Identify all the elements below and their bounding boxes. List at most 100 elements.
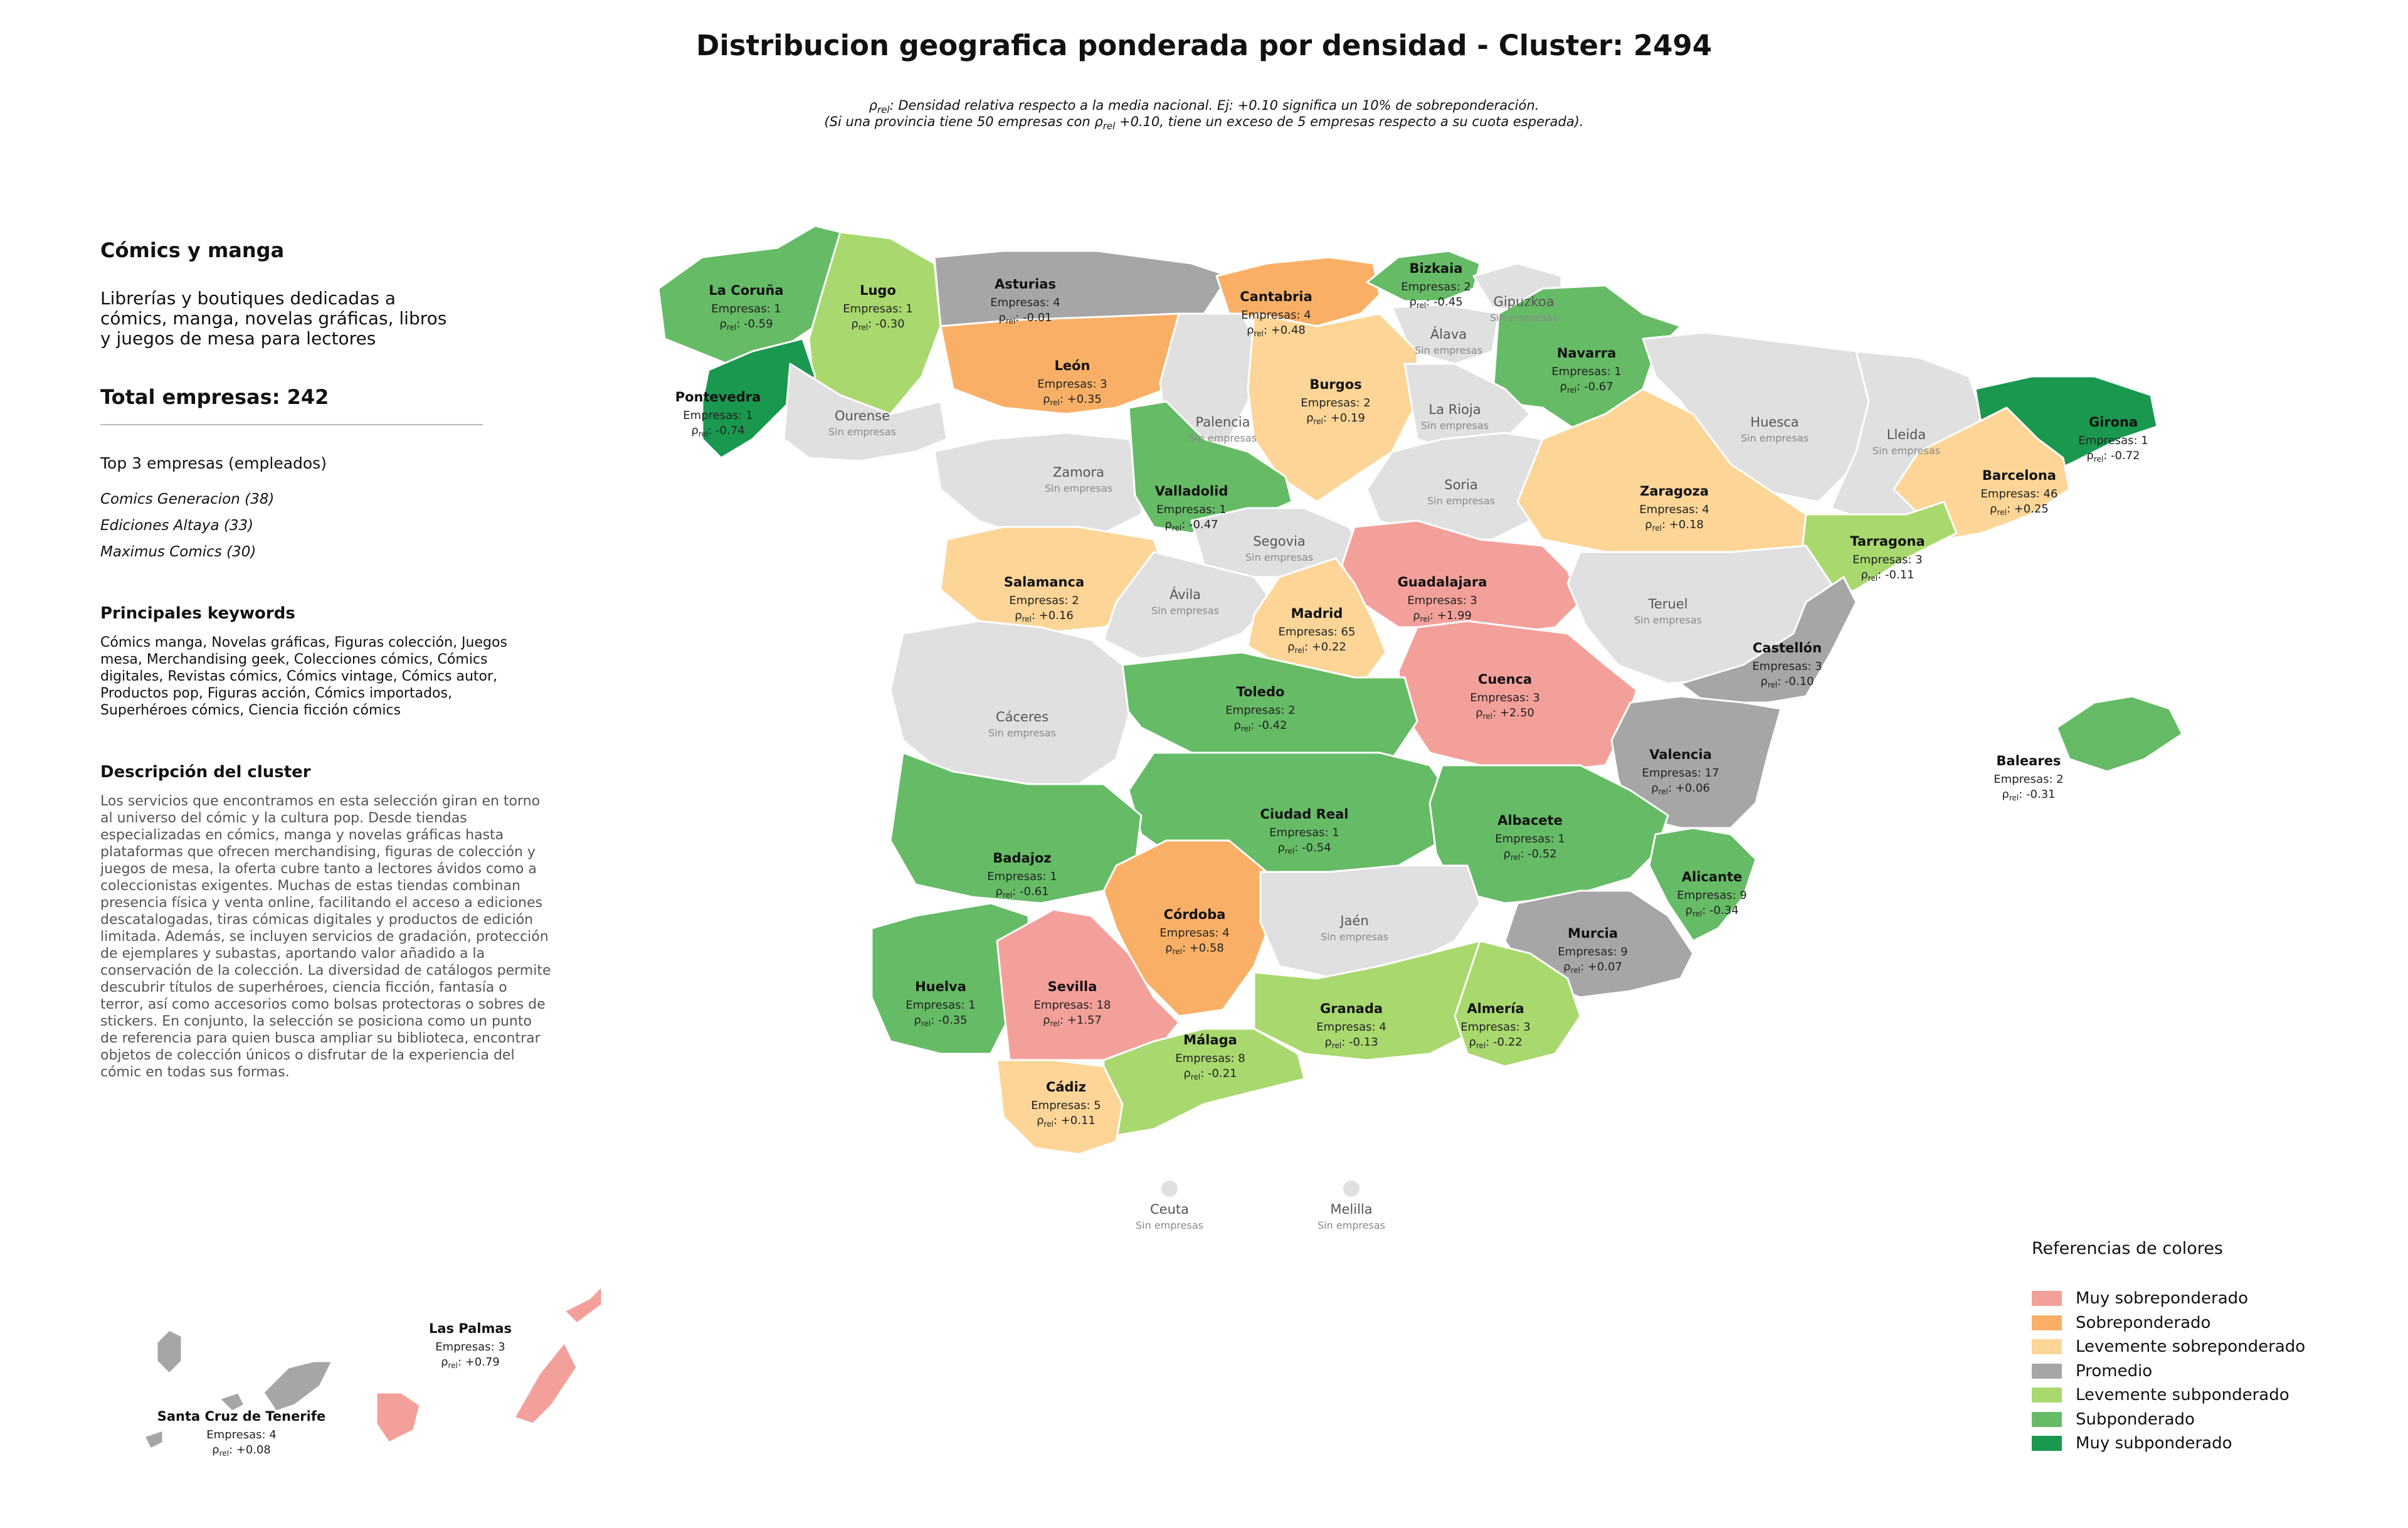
top-company-item: Ediciones Altaya (33) — [100, 517, 254, 534]
province-no-data-ourense: Sin empresas — [828, 426, 896, 438]
province-companies-alicante: Empresas: 9 — [1677, 889, 1746, 902]
province-shape-santa-cruz-de-tenerife — [143, 1429, 164, 1450]
province-rho-las-palmas: ρrel: +0.79 — [441, 1356, 500, 1370]
legend-label: Muy subponderado — [2076, 1434, 2232, 1453]
province-name-zaragoza: Zaragoza — [1640, 484, 1709, 499]
province-name-cantabria: Cantabria — [1240, 289, 1312, 304]
legend-title: Referencias de colores — [2032, 1239, 2223, 1258]
province-companies-sevilla: Empresas: 18 — [1034, 999, 1111, 1012]
province-no-data-lleida: Sin empresas — [1872, 445, 1940, 457]
province-shape-pontevedra — [701, 337, 816, 459]
province-no-data-alava: Sin empresas — [1415, 344, 1482, 356]
province-companies-badajoz: Empresas: 1 — [987, 870, 1057, 883]
province-name-gipuzkoa: Gipuzkoa — [1494, 294, 1555, 309]
province-companies-valladolid: Empresas: 1 — [1156, 503, 1226, 516]
province-name-soria: Soria — [1444, 477, 1478, 492]
province-name-asturias: Asturias — [995, 277, 1056, 292]
province-name-albacete: Albacete — [1497, 813, 1563, 828]
province-shape-huesca — [1642, 331, 1870, 503]
province-companies-pontevedra: Empresas: 1 — [683, 409, 752, 422]
map-title: Distribucion geografica ponderada por de… — [696, 29, 1712, 62]
description-title: Descripción del cluster — [100, 763, 311, 782]
province-companies-malaga: Empresas: 8 — [1175, 1052, 1245, 1065]
province-name-granada: Granada — [1320, 1001, 1383, 1016]
province-companies-cantabria: Empresas: 4 — [1241, 309, 1311, 322]
province-shape-zamora — [933, 432, 1149, 541]
province-name-las-palmas: Las Palmas — [429, 1321, 512, 1336]
province-name-melilla: Melilla — [1330, 1202, 1372, 1217]
top-company-item: Comics Generacion (38) — [100, 491, 275, 507]
province-no-data-caceres: Sin empresas — [988, 727, 1056, 739]
province-rho-leon: ρrel: +0.35 — [1043, 393, 1102, 407]
province-name-girona: Girona — [2089, 415, 2138, 430]
province-companies-girona: Empresas: 1 — [2078, 434, 2148, 447]
province-shape-valencia — [1610, 695, 1782, 829]
province-companies-murcia: Empresas: 9 — [1558, 945, 1627, 958]
province-shape-avila — [1102, 551, 1274, 660]
category-title: Cómics y manga — [100, 238, 285, 262]
density-note-line2: (Si una provincia tiene 50 empresas con … — [824, 114, 1584, 132]
province-companies-bizkaia: Empresas: 2 — [1401, 280, 1471, 294]
province-shape-jaen — [1259, 864, 1481, 980]
province-shape-la-rioja — [1403, 363, 1531, 453]
province-shape-las-palmas — [563, 1285, 603, 1325]
legend-item: Muy subponderado — [2032, 1431, 2305, 1456]
divider — [100, 424, 483, 425]
province-companies-zaragoza: Empresas: 4 — [1639, 503, 1709, 516]
province-shape-santa-cruz-de-tenerife — [218, 1391, 246, 1413]
province-shape-cantabria — [1215, 256, 1381, 327]
province-no-data-segovia: Sin empresas — [1245, 551, 1313, 563]
province-companies-castellon: Empresas: 3 — [1752, 660, 1822, 673]
legend-label: Levemente sobreponderado — [2076, 1337, 2306, 1357]
province-shape-santa-cruz-de-tenerife — [156, 1329, 183, 1375]
province-name-santa-cruz-de-tenerife: Santa Cruz de Tenerife — [157, 1409, 326, 1424]
province-no-data-palencia: Sin empresas — [1189, 432, 1257, 444]
province-name-castellon: Castellón — [1753, 640, 1822, 655]
province-shape-cordoba — [1102, 839, 1274, 1017]
province-companies-baleares: Empresas: 2 — [1993, 773, 2063, 786]
province-rho-santa-cruz-de-tenerife: ρrel: +0.08 — [212, 1443, 271, 1458]
province-companies-ciudad-real: Empresas: 1 — [1269, 826, 1339, 839]
province-shape-ourense — [783, 363, 948, 462]
province-rho-baleares: ρrel: -0.31 — [2002, 788, 2055, 802]
province-no-data-melilla: Sin empresas — [1318, 1219, 1385, 1231]
province-shape-valladolid — [1127, 400, 1293, 534]
province-name-sevilla: Sevilla — [1048, 979, 1097, 994]
province-companies-toledo: Empresas: 2 — [1225, 704, 1295, 717]
province-companies-lugo: Empresas: 1 — [843, 302, 912, 316]
province-shape-cadiz — [996, 1059, 1124, 1155]
legend-swatch — [2032, 1291, 2062, 1307]
sidebar: Cómics y manga Librerías y boutiques ded… — [100, 238, 564, 1081]
province-name-palencia: Palencia — [1196, 415, 1250, 430]
province-shape-almeria — [1454, 940, 1582, 1068]
color-legend: Referencias de colores Muy sobreponderad… — [2032, 1239, 2305, 1456]
province-no-data-jaen: Sin empresas — [1321, 931, 1388, 943]
province-name-valladolid: Valladolid — [1155, 484, 1228, 499]
total-companies: Total empresas: 242 — [100, 385, 329, 409]
province-no-data-la-rioja: Sin empresas — [1421, 420, 1489, 432]
province-rho-burgos: ρrel: +0.19 — [1306, 411, 1365, 426]
province-companies-almeria: Empresas: 3 — [1460, 1021, 1530, 1034]
province-name-zamora: Zamora — [1053, 465, 1104, 480]
province-companies-leon: Empresas: 3 — [1037, 378, 1107, 391]
province-name-salamanca: Salamanca — [1004, 575, 1084, 590]
province-companies-salamanca: Empresas: 2 — [1009, 594, 1079, 607]
province-name-cuenca: Cuenca — [1478, 672, 1532, 687]
province-shape-albacete — [1428, 764, 1669, 905]
province-shape-bizkaia — [1366, 250, 1481, 302]
province-companies-cordoba: Empresas: 4 — [1159, 926, 1229, 940]
legend-swatch — [2032, 1315, 2062, 1330]
legend-item: Promedio — [2032, 1359, 2305, 1384]
legend-swatch — [2032, 1363, 2062, 1379]
province-shape-alicante — [1648, 827, 1757, 942]
province-name-avila: Ávila — [1170, 586, 1201, 602]
keywords-text: Cómics manga, Novelas gráficas, Figuras … — [100, 635, 507, 718]
description-text: Los servicios que encontramos en esta se… — [100, 793, 551, 1080]
top-company-item: Maximus Comics (30) — [100, 544, 256, 560]
legend-item: Levemente sobreponderado — [2032, 1335, 2305, 1359]
province-companies-navarra: Empresas: 1 — [1551, 365, 1621, 378]
province-name-madrid: Madrid — [1291, 606, 1343, 621]
province-companies-madrid: Empresas: 65 — [1279, 625, 1356, 639]
province-shape-santa-cruz-de-tenerife — [262, 1360, 334, 1413]
